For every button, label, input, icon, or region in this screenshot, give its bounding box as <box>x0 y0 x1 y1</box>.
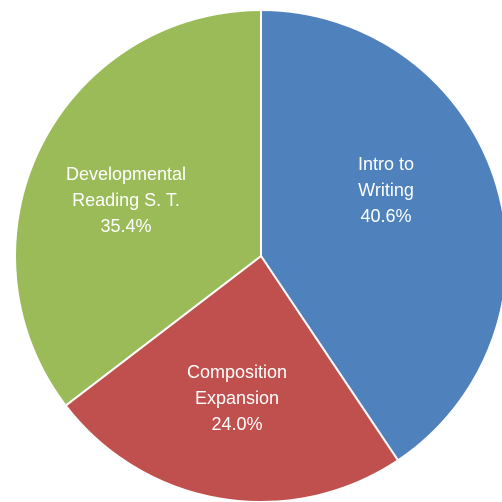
slice-category-label: Developmental <box>66 164 186 184</box>
slice-category-label: Expansion <box>195 388 279 408</box>
pie-slices <box>14 8 502 502</box>
slice-category-label: Writing <box>358 180 414 200</box>
slice-category-label: Composition <box>187 362 287 382</box>
slice-label-1: Composition Expansion 24.0% <box>187 362 287 434</box>
slice-label-0: Intro to Writing 40.6% <box>358 154 414 226</box>
pie-labels: Intro to Writing 40.6% Composition Expansion… <box>66 154 414 434</box>
pie-slice-2 <box>14 8 262 407</box>
slice-category-label: Intro to <box>358 154 414 174</box>
pie-slice-0 <box>260 8 502 462</box>
pie-slice-1 <box>64 254 400 502</box>
slice-value-label: 35.4% <box>100 216 151 236</box>
slice-value-label: 40.6% <box>360 206 411 226</box>
slice-value-label: 24.0% <box>211 414 262 434</box>
slice-category-label: Reading S. T. <box>72 190 180 210</box>
slice-label-2: Developmental Reading S. T. 35.4% <box>66 164 186 236</box>
